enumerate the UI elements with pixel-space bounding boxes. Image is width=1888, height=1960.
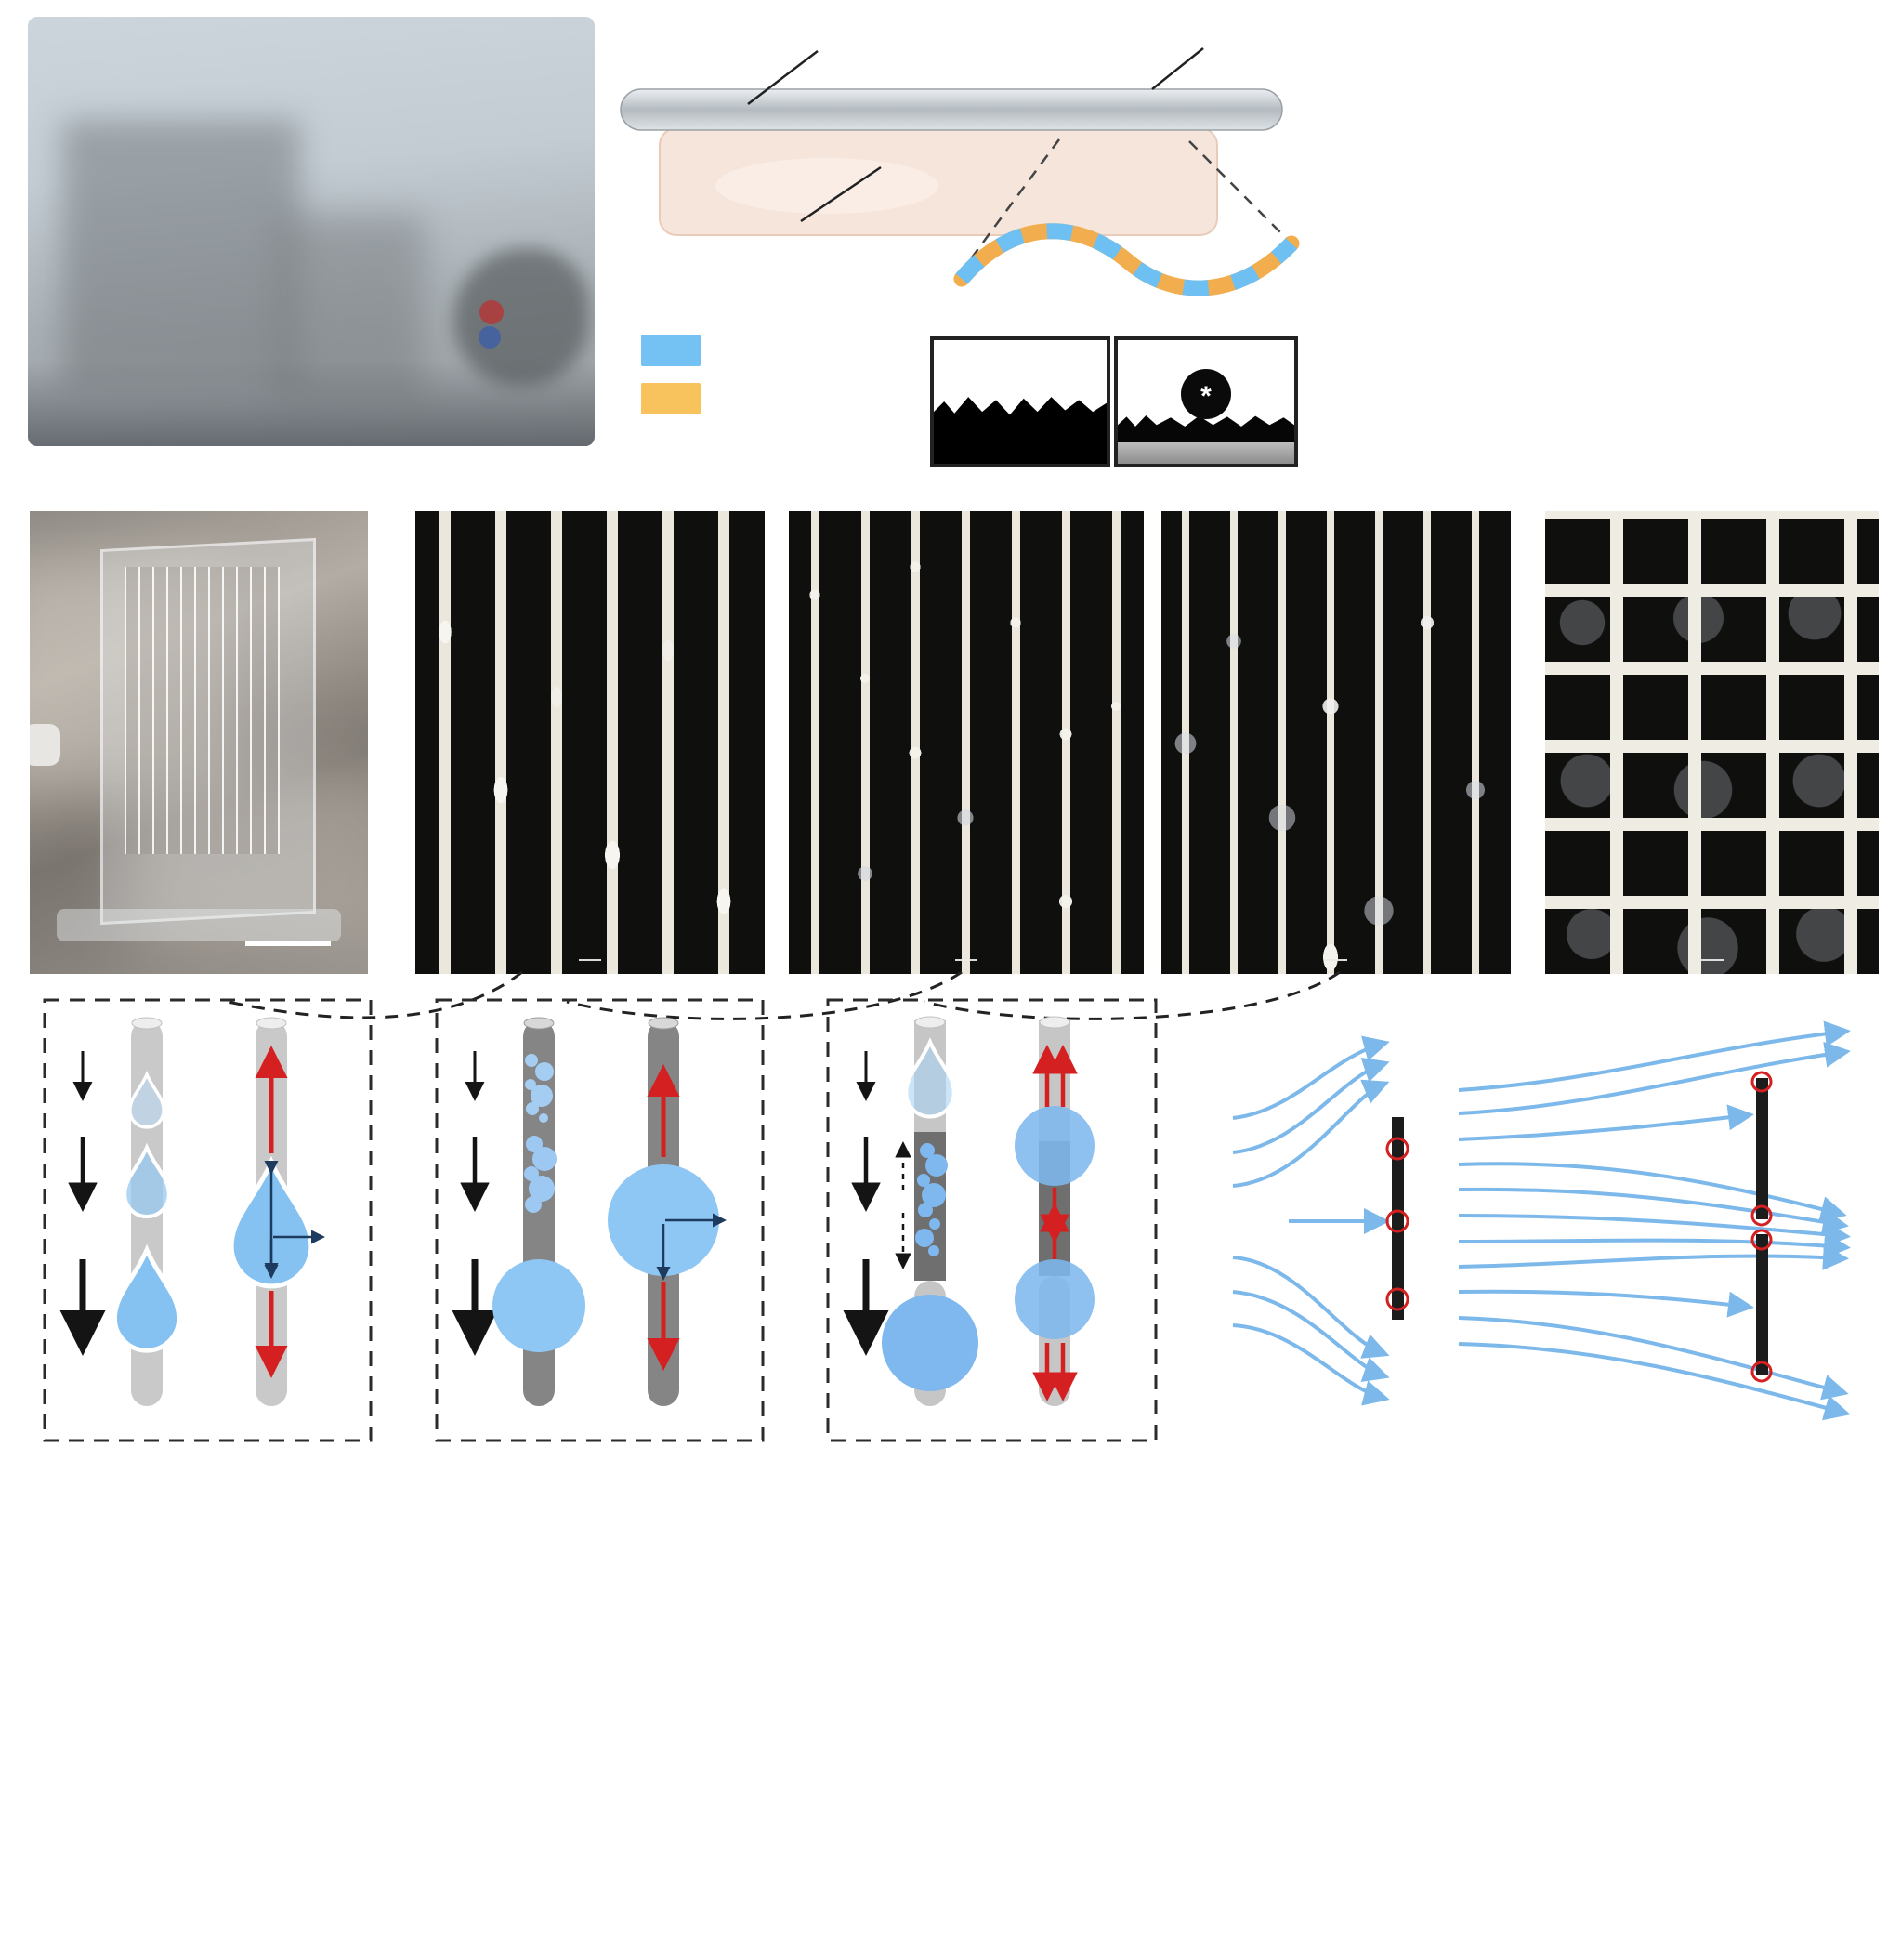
fiber-top [1039,1016,1070,1029]
legend-swatch-hydrophobic [641,383,701,414]
connector-dash [227,970,523,1019]
substrate-bar [1756,1078,1768,1219]
fiber-top [523,1017,555,1030]
traffic-sign-icon [479,299,505,324]
photo-label [955,959,977,961]
droplet-1 [128,1070,165,1129]
pan-fibers-photo [415,511,765,974]
scale-bar [245,941,331,946]
janus-fiber-hydrophilic [955,223,1298,296]
legend-swatch-hydrophilic [641,335,701,366]
hb-pan-droplet-schematic [435,998,765,1442]
cycling-line-chart [650,1468,1264,1960]
dashed-box [435,998,765,1442]
capture-sites [1385,1137,1409,1311]
road [28,360,595,446]
substrate-base [1118,442,1294,464]
fiber-top [256,1017,287,1030]
fiber-top [131,1017,163,1030]
pointer-line [800,165,882,223]
connector-dash [924,970,1341,1020]
contact-angle-photo-135: * [1114,336,1298,467]
droplet-merged [492,1259,585,1352]
wax-highlight [715,158,938,214]
droplet-highlight: * [1200,381,1212,413]
dashed-box [43,998,373,1442]
zoom-dash-line [957,138,1061,276]
janus-pan-droplet-schematic [826,998,1158,1442]
wetting-profile [934,397,1107,464]
flow-field-schematic [1232,1020,1851,1421]
pointer-line [1151,47,1204,90]
hb-pan-fibers-photo [789,511,1144,974]
droplet-2 [123,1142,171,1218]
micro-droplets-2 [915,1143,948,1256]
dashed-box [826,998,1158,1442]
fog-nozzle [30,724,60,766]
substrate-bar [1392,1117,1404,1320]
large-droplet [608,1164,719,1276]
zeta-potential-chart [1301,0,1888,474]
pan-droplet-schematic [43,998,373,1442]
droplet-1 [904,1037,956,1119]
stagnation-streamlines [1458,1020,1851,1421]
zoom-connectors [227,970,1341,1020]
micro-droplets-1 [525,1054,554,1123]
imbibition-streamlines [1232,1035,1390,1406]
droplet-merged [111,1243,182,1353]
substrate-bar [1756,1234,1768,1375]
droplet-merged [882,1295,978,1391]
literature-comparison-chart [1236,1468,1888,1960]
upper-droplet [1015,1106,1095,1186]
contact-angle-photo-0 [930,336,1110,467]
janus-pan-mesh-photo [1545,511,1879,974]
fiber-top [648,1017,679,1030]
janus-pan-fibers-photo [1161,511,1511,974]
traffic-sign-icon [479,325,502,349]
water-droplet: * [1181,369,1231,420]
capture-sites [1750,1071,1773,1383]
fabrication-diagram [620,47,1300,296]
glass-rod [620,88,1283,131]
zoom-dash-line [1188,140,1294,246]
stand-base [57,909,341,942]
photo-label [1325,959,1347,961]
photo-label [579,959,601,961]
lower-droplet [1015,1259,1095,1339]
building-silhouette [61,119,300,387]
photo-label [1700,959,1724,961]
fog-photo [28,17,595,446]
harp-fibers [124,566,281,854]
harp-photo [30,511,368,974]
wcr-bar-chart [0,1468,669,1960]
fiber-top [914,1016,946,1029]
micro-droplets-2 [524,1136,557,1213]
pointer-line [747,50,819,105]
